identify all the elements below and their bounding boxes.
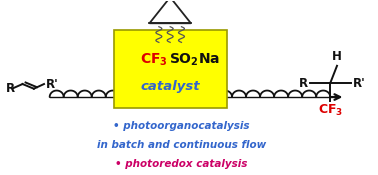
Text: • photoredox catalysis: • photoredox catalysis xyxy=(115,159,248,169)
Bar xyxy=(114,30,227,108)
Text: R': R' xyxy=(46,78,59,90)
Text: $\mathbf{CF_3}$: $\mathbf{CF_3}$ xyxy=(141,52,168,68)
Text: $\mathbf{CF_3}$: $\mathbf{CF_3}$ xyxy=(318,103,343,118)
Text: R: R xyxy=(299,77,308,90)
Text: $\mathbf{SO_2Na}$: $\mathbf{SO_2Na}$ xyxy=(169,52,220,68)
Text: R': R' xyxy=(353,77,366,90)
Text: R: R xyxy=(6,82,15,95)
Text: H: H xyxy=(332,50,342,63)
Text: • photoorganocatalysis: • photoorganocatalysis xyxy=(113,121,250,131)
Text: catalyst: catalyst xyxy=(140,80,200,93)
Text: in batch and continuous flow: in batch and continuous flow xyxy=(97,140,266,150)
